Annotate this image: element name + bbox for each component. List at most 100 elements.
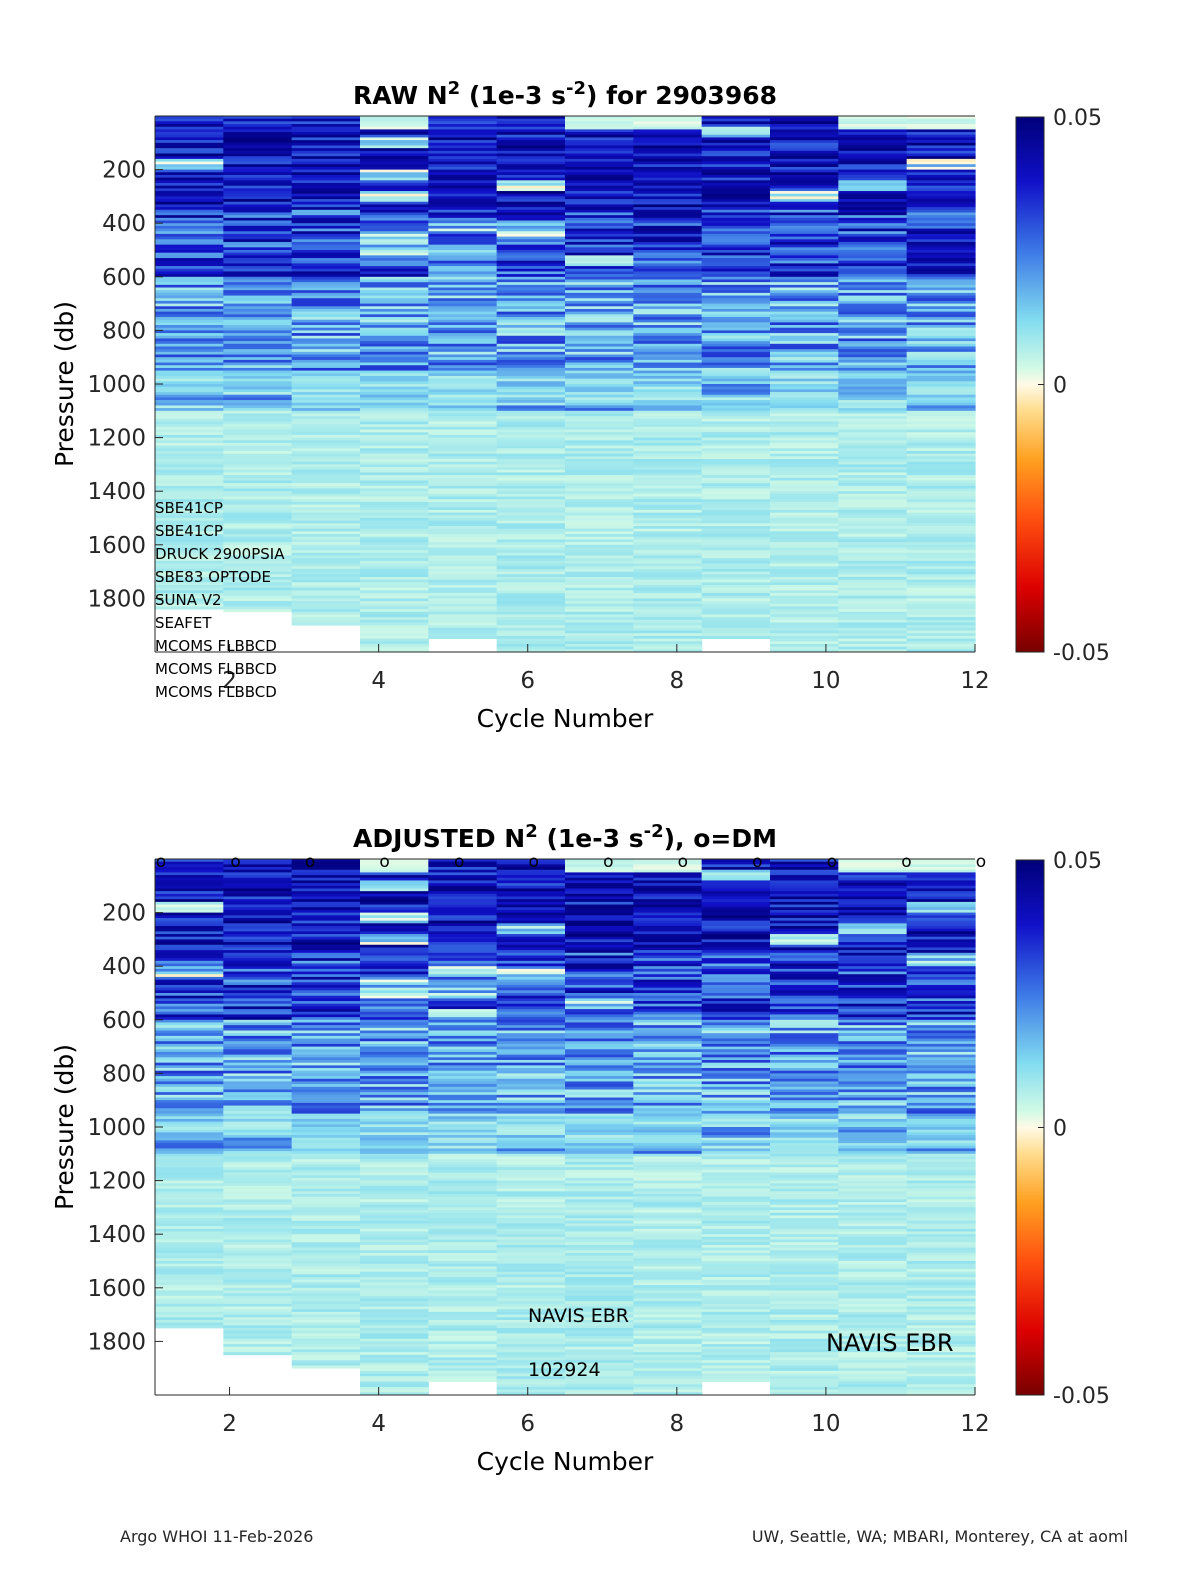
n2-cell: [428, 228, 498, 232]
n2-cell: [155, 1129, 224, 1133]
n2-cell: [906, 464, 976, 468]
n2-cell: [565, 485, 634, 489]
n2-cell: [155, 1025, 224, 1029]
n2-cell: [633, 1287, 703, 1291]
n2-cell: [906, 1204, 976, 1208]
n2-cell: [428, 1121, 498, 1125]
n2-cell: [701, 488, 771, 492]
n2-cell: [633, 137, 703, 141]
n2-cell: [360, 1330, 429, 1334]
n2-cell: [223, 1183, 293, 1187]
n2-cell: [838, 1370, 908, 1374]
n2-cell: [155, 1027, 224, 1031]
n2-cell: [701, 563, 771, 567]
n2-cell: [360, 1030, 429, 1034]
n2-cell: [155, 1070, 224, 1074]
n2-cell: [360, 576, 429, 581]
n2-cell: [838, 250, 908, 254]
n2-cell: [223, 174, 293, 179]
n2-cell: [155, 1049, 224, 1053]
n2-cell: [291, 971, 361, 975]
n2-cell: [428, 1357, 498, 1361]
n2-cell: [428, 201, 498, 205]
n2-cell: [770, 335, 839, 339]
n2-cell: [838, 132, 908, 136]
n2-cell: [770, 1336, 839, 1340]
n2-cell: [360, 1183, 429, 1187]
n2-cell: [428, 1319, 498, 1324]
n2-cell: [770, 1386, 839, 1391]
n2-cell: [633, 207, 703, 211]
n2-cell: [838, 928, 908, 932]
n2-cell: [155, 220, 224, 224]
n2-cell: [565, 1180, 634, 1184]
n2-cell: [496, 480, 566, 484]
n2-cell: [633, 1325, 703, 1329]
n2-cell: [155, 566, 224, 570]
n2-cell: [906, 512, 976, 516]
n2-cell: [565, 231, 634, 235]
n2-cell: [838, 1167, 908, 1171]
n2-cell: [633, 601, 703, 605]
n2-cell: [360, 966, 429, 970]
n2-cell: [565, 1049, 634, 1053]
n2-cell: [565, 247, 634, 251]
n2-cell: [291, 166, 361, 170]
n2-cell: [291, 1084, 361, 1088]
n2-cell: [565, 1076, 634, 1080]
n2-cell: [838, 904, 908, 908]
n2-cell: [906, 451, 976, 455]
n2-cell: [770, 247, 839, 251]
n2-cell: [155, 485, 224, 489]
n2-cell: [906, 614, 976, 618]
n2-cell: [701, 1137, 771, 1141]
n2-cell: [701, 204, 771, 208]
n2-cell: [360, 215, 429, 219]
n2-cell: [496, 595, 566, 599]
n2-cell: [360, 451, 429, 455]
n2-cell: [223, 362, 293, 366]
n2-cell: [496, 515, 566, 519]
n2-cell: [155, 142, 224, 146]
n2-cell: [155, 303, 224, 307]
n2-cell: [223, 1293, 293, 1297]
n2-cell: [838, 209, 908, 213]
n2-cell: [906, 1086, 976, 1090]
n2-cell: [155, 317, 224, 321]
n2-cell: [838, 1242, 908, 1246]
n2-cell: [633, 585, 703, 589]
n2-cell: [291, 1161, 361, 1165]
n2-cell: [770, 550, 839, 554]
n2-cell: [223, 493, 293, 497]
n2-cell: [838, 241, 908, 246]
n2-cell: [223, 1247, 293, 1251]
n2-cell: [906, 472, 976, 476]
n2-cell: [155, 1001, 224, 1005]
n2-cell: [633, 1092, 703, 1096]
n2-cell: [701, 928, 771, 932]
n2-cell: [428, 1220, 498, 1224]
n2-cell: [565, 1127, 634, 1131]
n2-cell: [906, 1231, 976, 1235]
adjusted-colorbar: 0.050-0.05: [1015, 849, 1110, 1409]
n2-cell: [906, 1135, 976, 1139]
n2-cell: [496, 1239, 566, 1243]
n2-cell: [565, 1105, 634, 1109]
n2-cell: [496, 231, 566, 235]
n2-cell: [223, 346, 293, 350]
n2-cell: [565, 915, 634, 919]
n2-cell: [565, 1319, 634, 1324]
raw-heatmap: [155, 116, 976, 653]
n2-cell: [565, 641, 634, 645]
n2-cell: [428, 904, 498, 908]
n2-cell: [428, 1027, 498, 1031]
n2-cell: [496, 1199, 566, 1203]
n2-cell: [770, 1301, 839, 1305]
n2-cell: [155, 287, 224, 291]
n2-cell: [633, 880, 703, 884]
n2-cell: [291, 359, 361, 363]
n2-cell: [701, 346, 771, 350]
n2-cell: [496, 1295, 566, 1299]
n2-cell: [565, 1097, 634, 1101]
n2-cell: [496, 1368, 566, 1372]
